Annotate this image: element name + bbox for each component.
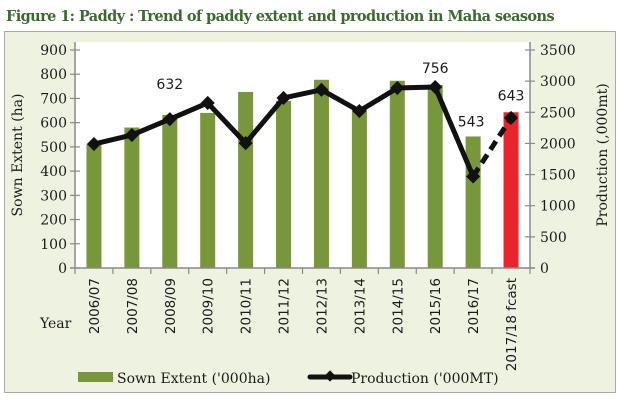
labels-layer: 632 756 543 643 — [156, 61, 524, 131]
y2-axis-title: Production (,000mt) — [595, 83, 611, 226]
y2-tick-label: 3500 — [540, 43, 576, 59]
y-tick-label: 600 — [40, 116, 67, 132]
bar-2012-13 — [313, 79, 329, 268]
x-tick-label: 2012/13 — [314, 278, 330, 334]
bar-2013-14 — [351, 106, 367, 268]
bar-2007-08 — [124, 127, 140, 268]
production-marker — [390, 80, 405, 96]
production-marker — [276, 90, 291, 106]
y2-tick-label: 2000 — [540, 136, 576, 152]
bar-2015-16 — [427, 84, 443, 268]
y-tick-label: 900 — [40, 43, 67, 59]
x-tick-label: 2014/15 — [390, 278, 406, 334]
y-tick-label: 0 — [58, 261, 67, 277]
plot-area — [75, 42, 530, 268]
y-tick-label: 100 — [40, 237, 67, 253]
legend-label-sown-extent: Sown Extent ('000ha) — [117, 371, 270, 387]
x-tick-label: 2013/14 — [352, 278, 368, 334]
bar-2016-17 — [465, 136, 481, 268]
x-tick-label: 2017/18 fcast — [504, 278, 520, 371]
production-forecast-line — [471, 116, 514, 178]
figure-title: Figure 1: Paddy : Trend of paddy extent … — [6, 8, 555, 25]
production-marker — [352, 103, 367, 119]
x-tick-label: 2006/07 — [87, 278, 103, 334]
y-tick-label: 800 — [40, 67, 67, 83]
y-tick-label: 400 — [40, 164, 67, 180]
bar-2010-11 — [238, 91, 254, 268]
x-tick-label: 2016/17 — [466, 278, 482, 334]
bars-layer — [86, 79, 519, 268]
x-tick-label: 2009/10 — [201, 278, 217, 334]
production-marker — [238, 136, 253, 151]
x-tick-label: 2007/08 — [125, 278, 141, 334]
y-tick-label: 200 — [40, 213, 67, 229]
production-marker — [428, 79, 443, 95]
bar-2011-12 — [276, 100, 292, 268]
data-label: 643 — [498, 88, 525, 104]
x-tick-label: 2010/11 — [239, 278, 255, 334]
bar-2009-10 — [200, 112, 216, 268]
production-marker — [466, 169, 481, 184]
legend-marker-production — [324, 370, 336, 382]
legend: Sown Extent ('000ha) Production ('000MT) — [78, 370, 499, 387]
legend-swatch-sown-extent — [78, 372, 113, 382]
x-tick-label: 2008/09 — [163, 278, 179, 334]
legend-label-production: Production ('000MT) — [351, 371, 499, 387]
x-axis-title: Year — [39, 316, 72, 332]
y2-tick-label: 500 — [540, 230, 567, 246]
data-label: 543 — [458, 114, 485, 130]
bar-2017-18-fcast — [503, 112, 519, 268]
y-tick-label: 700 — [40, 91, 67, 107]
bar-2014-15 — [389, 80, 405, 268]
y2-tick-label: 0 — [540, 261, 549, 277]
y2-tick-label: 3000 — [540, 74, 576, 90]
y2-tick-label: 1500 — [540, 168, 576, 184]
production-marker — [314, 82, 329, 97]
x-tick-label: 2011/12 — [277, 278, 293, 334]
y-tick-label: 300 — [40, 188, 67, 204]
data-label: 632 — [156, 77, 183, 93]
data-label: 756 — [422, 61, 449, 77]
axes-layer: 0 100 200 300 400 500 600 700 800 900 0 500 1000 1500… — [40, 42, 576, 371]
y2-tick-label: 1000 — [540, 199, 576, 215]
bar-2008-09 — [162, 114, 178, 268]
y-tick-label: 500 — [40, 140, 67, 156]
y2-tick-label: 2500 — [540, 105, 576, 121]
y-axis-title: Sown Extent (ha) — [10, 94, 26, 217]
x-tick-label: 2015/16 — [428, 278, 444, 334]
bar-2006-07 — [86, 144, 102, 268]
